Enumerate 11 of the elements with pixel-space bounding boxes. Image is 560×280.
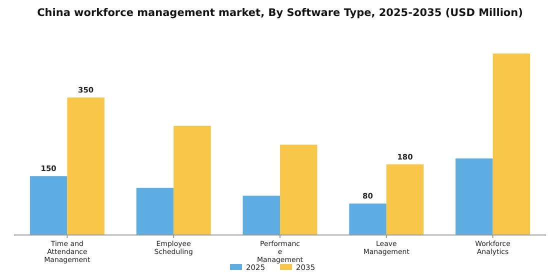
bar (67, 98, 104, 235)
bar (386, 164, 424, 235)
bar (349, 204, 386, 235)
bar (242, 196, 280, 235)
bar (174, 126, 211, 235)
bar (492, 54, 530, 235)
bar (136, 188, 174, 235)
bar (280, 144, 318, 235)
bar (30, 176, 68, 235)
bar (456, 158, 493, 235)
chart-title: China workforce management market, By Software Type, 2025-2035 (USD Million) (37, 7, 523, 19)
